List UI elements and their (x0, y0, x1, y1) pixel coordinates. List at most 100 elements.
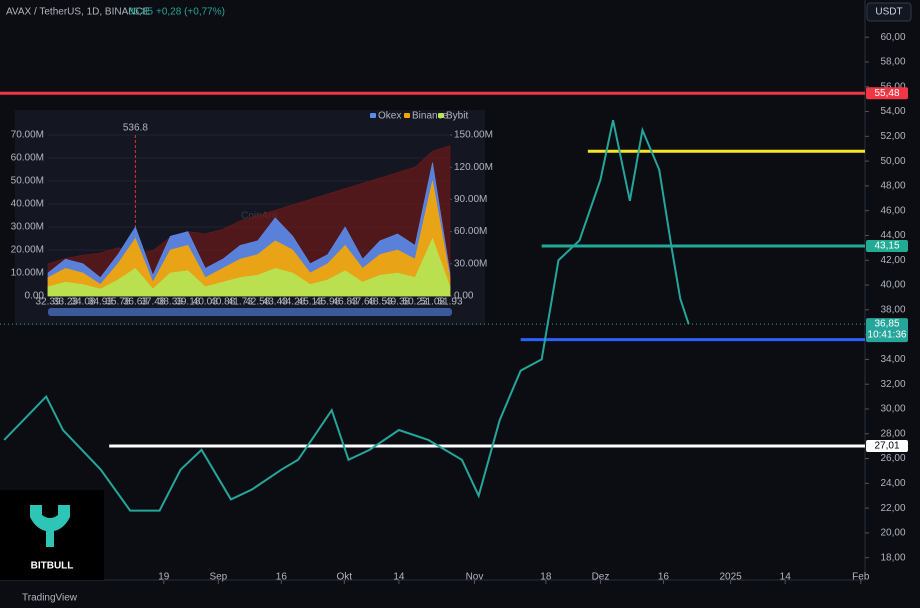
inset-x-tick-label: 32.39 (35, 297, 60, 308)
inset-x-tick-label: 34.08 (70, 297, 95, 308)
inset-legend-label: Okex (378, 111, 401, 122)
countdown-label: 10:41:36 (868, 330, 907, 341)
inset-legend-label: Binance (412, 111, 449, 122)
last-price: 36,85 (128, 7, 153, 18)
y-tick-label: 50,00 (880, 156, 905, 167)
x-tick-label: 2025 (720, 572, 743, 583)
y-tick-label: 38,00 (880, 304, 905, 315)
y-tick-label: 28,00 (880, 428, 905, 439)
inset-area (47, 237, 451, 297)
inset-y2-tick-label: 30.00M (454, 258, 487, 269)
x-tick-label: 16 (276, 572, 288, 583)
inset-x-tick-label: 49.38 (385, 297, 410, 308)
inset-x-tick-label: 41.73 (228, 297, 253, 308)
x-tick-label: Dez (592, 572, 610, 583)
inset-x-tick-label: 43.43 (263, 297, 288, 308)
inset-x-tick-label: 51.93 (437, 297, 462, 308)
inset-x-tick-label: 50.23 (403, 297, 428, 308)
inset-legend-swatch (404, 113, 410, 118)
inset-x-tick-label: 35.78 (105, 297, 130, 308)
inset-y-tick-label: 70.00M (11, 130, 44, 141)
price-tag (866, 440, 908, 453)
y-tick-label: 18,00 (880, 552, 905, 563)
inset-x-tick-label: 45.98 (315, 297, 340, 308)
y-tick-label: 52,00 (880, 131, 905, 142)
y-tick-label: 46,00 (880, 205, 905, 216)
inset-legend-swatch (438, 113, 444, 118)
x-tick-label: 14 (780, 572, 792, 583)
y-tick-label: 20,00 (880, 528, 905, 539)
price-tag-label: 43,15 (874, 241, 899, 252)
inset-x-tick-label: 34.93 (88, 297, 113, 308)
inset-x-tick-label: 45.13 (298, 297, 323, 308)
footer-brand: TradingView (22, 593, 78, 604)
inset-y-tick-label: 0.00 (25, 291, 45, 302)
logo-icon (30, 505, 70, 547)
y-tick-label: 26,00 (880, 453, 905, 464)
x-tick-label: 19 (158, 572, 170, 583)
inset-y-tick-label: 30.00M (11, 222, 44, 233)
inset-y-tick-label: 40.00M (11, 199, 44, 210)
x-tick-label: 18 (540, 572, 552, 583)
inset-x-tick-label: 40.03 (193, 297, 218, 308)
price-tag (866, 318, 908, 343)
currency-label[interactable]: USDT (875, 7, 902, 18)
inset-x-tick-label: 36.63 (123, 297, 148, 308)
price-change: +0,28 (+0,77%) (156, 7, 225, 18)
inset-x-tick-label: 38.33 (158, 297, 183, 308)
inset-y-tick-label: 60.00M (11, 153, 44, 164)
inset-x-tick-label: 44.28 (280, 297, 305, 308)
inset-area (47, 180, 451, 297)
symbol-title: AVAX / TetherUS, 1D, BINANCE (6, 7, 150, 18)
inset-x-tick-label: 42.58 (245, 297, 270, 308)
inset-scrollbar (48, 308, 452, 316)
y-tick-label: 48,00 (880, 181, 905, 192)
inset-legend-swatch (370, 113, 376, 118)
inset-y-tick-label: 10.00M (11, 268, 44, 279)
y-tick-label: 22,00 (880, 503, 905, 514)
y-tick-label: 34,00 (880, 354, 905, 365)
inset-y2-tick-label: 0.00 (454, 291, 474, 302)
x-tick-label: Sep (209, 572, 227, 583)
inset-x-tick-label: 33.23 (53, 297, 78, 308)
inset-x-tick-label: 39.18 (175, 297, 200, 308)
inset-y2-tick-label: 90.00M (454, 194, 487, 205)
price-tag (866, 87, 908, 100)
inset-y-tick-label: 50.00M (11, 176, 44, 187)
price-tag-label: 55,48 (874, 88, 899, 99)
y-tick-label: 58,00 (880, 57, 905, 68)
inset-y2-tick-label: 150.00M (454, 130, 493, 141)
inset-y2-tick-label: 120.00M (454, 162, 493, 173)
x-tick-label: 14 (393, 572, 405, 583)
y-tick-label: 40,00 (880, 280, 905, 291)
inset-y-tick-label: 20.00M (11, 245, 44, 256)
inset-y2-tick-label: 60.00M (454, 226, 487, 237)
inset-x-tick-label: 48.53 (368, 297, 393, 308)
inset-x-tick-label: 51.08 (420, 297, 445, 308)
inset-annotation: 536.8 (123, 123, 148, 134)
price-line (3, 120, 690, 512)
y-tick-label: 54,00 (880, 106, 905, 117)
x-tick-label: 16 (658, 572, 670, 583)
y-tick-label: 30,00 (880, 404, 905, 415)
inset-x-tick-label: 40.88 (210, 297, 235, 308)
currency-button[interactable] (866, 2, 912, 22)
y-tick-label: 60,00 (880, 32, 905, 43)
x-tick-label: Nov (466, 572, 484, 583)
inset-x-tick-label: 47.68 (350, 297, 375, 308)
y-tick-label: 32,00 (880, 379, 905, 390)
inset-x-tick-label: 37.48 (140, 297, 165, 308)
x-tick-label: Feb (852, 572, 870, 583)
y-tick-label: 24,00 (880, 478, 905, 489)
inset-legend-label: Bybit (446, 111, 468, 122)
x-tick-label: Okt (337, 572, 353, 583)
price-tag-label: 36,85 (874, 319, 899, 330)
y-tick-label: 44,00 (880, 230, 905, 241)
price-tag-label: 27,01 (874, 441, 899, 452)
inset-x-tick-label: 46.83 (333, 297, 358, 308)
y-tick-label: 42,00 (880, 255, 905, 266)
price-tag (866, 240, 908, 253)
logo-text: BITBULL (31, 561, 74, 572)
